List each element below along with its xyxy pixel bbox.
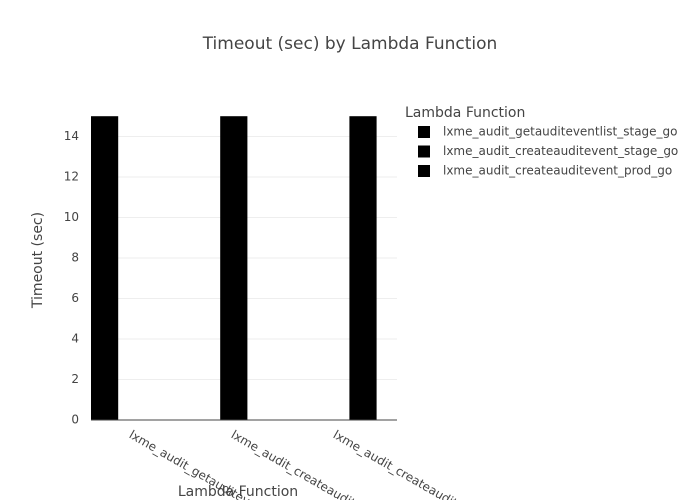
y-tick-label: 8 [71, 250, 79, 264]
bar [220, 116, 248, 421]
y-tick-label: 10 [64, 210, 79, 224]
legend-label[interactable]: lxme_audit_getauditeventlist_stage_go [443, 125, 678, 139]
legend-marker[interactable] [418, 145, 430, 158]
legend-label[interactable]: lxme_audit_createauditevent_prod_go [443, 164, 672, 178]
y-tick-label: 12 [64, 169, 79, 183]
chart-title: Timeout (sec) by Lambda Function [202, 34, 498, 54]
y-axis-title: Timeout (sec) [30, 212, 46, 309]
y-tick-label: 6 [71, 291, 79, 305]
bar [91, 116, 119, 421]
legend-title: Lambda Function [405, 105, 525, 121]
x-axis-title: Lambda Function [178, 484, 298, 500]
legend-marker[interactable] [418, 126, 430, 138]
y-tick-label: 14 [64, 129, 79, 143]
x-tick-label: lxme_audit_createauditevent_prod_go [331, 428, 537, 500]
y-tick-label: 4 [71, 331, 79, 345]
y-tick-label: 2 [71, 372, 79, 386]
legend-label[interactable]: lxme_audit_createauditevent_stage_go [443, 144, 678, 158]
legend-marker[interactable] [418, 165, 430, 177]
bar [349, 116, 377, 421]
y-tick-label: 0 [71, 413, 79, 427]
